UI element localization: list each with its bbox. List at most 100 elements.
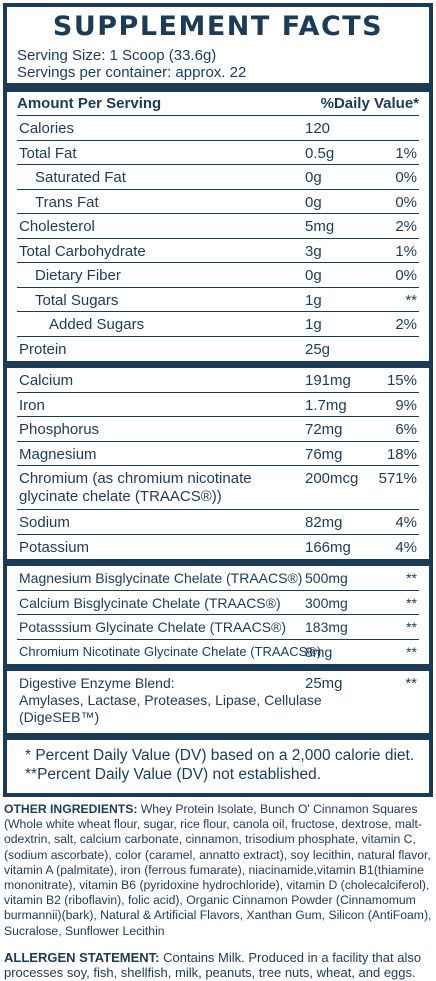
table-row: Added Sugars 1g 2%: [17, 312, 419, 337]
table-row: Potassium 166mg 4%: [17, 535, 419, 560]
mineral-amount: 200mcg: [305, 470, 359, 487]
nutrient-dv: 2%: [395, 316, 417, 333]
allergen-label: ALLERGEN STATEMENT:: [4, 950, 160, 965]
enzyme-blend-dv: **: [405, 675, 417, 692]
footnotes: * Percent Daily Value (DV) based on a 2,…: [17, 740, 419, 784]
mineral-dv: 9%: [395, 396, 417, 414]
nutrient-amount: 5mg: [305, 218, 335, 235]
nutrient-name: Saturated Fat: [35, 169, 126, 186]
section-divider: [7, 361, 429, 368]
table-row: Saturated Fat 0g 0%: [17, 165, 419, 190]
mineral-name: Iron: [19, 396, 45, 414]
footnote-not-established: **Percent Daily Value (DV) not establish…: [25, 766, 322, 783]
other-ingredients-label: OTHER INGREDIENTS:: [4, 802, 138, 816]
mineral-dv: 6%: [395, 421, 417, 438]
section-divider: [7, 733, 429, 740]
nutrient-dv: 1%: [395, 242, 417, 260]
nutrient-dv: 0%: [395, 169, 417, 186]
chelate-dv: **: [406, 570, 417, 586]
mineral-amount: 82mg: [305, 514, 343, 531]
chelate-name: Chromium Nicotinate Glycinate Chelate (T…: [19, 643, 322, 659]
mineral-dv: 4%: [395, 514, 417, 531]
mineral-name: Calcium: [19, 372, 74, 389]
nutrient-name: Added Sugars: [49, 316, 145, 333]
nutrient-amount: 120: [305, 120, 331, 137]
chelate-amount: 500mg: [305, 570, 348, 586]
mineral-amount: 76mg: [305, 445, 343, 463]
nutrient-amount: 0g: [305, 193, 322, 211]
mineral-name: Sodium: [19, 514, 70, 531]
table-row: Chromium (as chromium nicotinate glycinat…: [17, 466, 419, 510]
enzyme-blend-amount: 25mg: [305, 675, 343, 692]
mineral-name: Chromium (as chromium nicotinate glycinat…: [19, 470, 252, 505]
table-header: Amount Per Serving %Daily Value*: [17, 92, 419, 116]
table-row: Sodium 82mg 4%: [17, 510, 419, 535]
supplement-facts-panel: SUPPLEMENT FACTS Serving Size: 1 Scoop (…: [3, 3, 433, 797]
panel-title: SUPPLEMENT FACTS: [52, 11, 384, 42]
nutrient-amount: 1g: [305, 316, 322, 333]
chelate-name: Calcium Bisglycinate Chelate (TRAACS®): [19, 594, 281, 611]
mineral-dv: 571%: [378, 470, 417, 487]
chelate-amount: 183mg: [305, 619, 348, 635]
mineral-amount: 191mg: [305, 372, 351, 389]
mineral-name: Phosphorus: [19, 421, 100, 438]
nutrient-name: Cholesterol: [19, 218, 95, 235]
mineral-amount: 72mg: [305, 421, 343, 438]
nutrient-amount: 0g: [305, 169, 322, 186]
servings-per-container: Servings per container: approx. 22: [17, 64, 247, 81]
footnote-dv: * Percent Daily Value (DV) based on a 2,…: [25, 747, 415, 764]
mineral-amount: 166mg: [305, 538, 351, 556]
nutrient-amount: 0.5g: [305, 144, 335, 162]
nutrient-dv: 2%: [395, 218, 417, 235]
other-ingredients: OTHER INGREDIENTS: Whey Protein Isolate,…: [4, 802, 432, 939]
daily-value-header: %Daily Value*: [320, 95, 419, 112]
mineral-dv: 18%: [386, 445, 417, 463]
table-row: Protein 25g: [17, 337, 419, 362]
mineral-dv: 15%: [386, 372, 417, 389]
nutrient-dv: **: [405, 291, 417, 309]
table-row: Calories 120: [17, 116, 419, 141]
enzyme-blend-name: Digestive Enzyme Blend: Amylases, Lactase…: [19, 675, 322, 725]
amount-per-serving-header: Amount Per Serving: [17, 95, 162, 112]
other-ingredients-text: Whey Protein Isolate, Bunch O' Cinnamon …: [4, 802, 432, 938]
chelate-name: Potasssium Glycinate Chelate (TRAACS®): [19, 619, 287, 635]
section-divider: [7, 664, 429, 671]
nutrient-amount: 25g: [305, 340, 331, 358]
nutrient-name: Dietary Fiber: [35, 267, 121, 284]
table-row: Chromium Nicotinate Glycinate Chelate (T…: [17, 640, 419, 665]
allergen-statement: ALLERGEN STATEMENT: Contains Milk. Produ…: [4, 950, 432, 980]
chelate-amount: 8mg: [305, 643, 333, 660]
table-row: Magnesium Bisglycinate Chelate (TRAACS®)…: [17, 566, 419, 591]
nutrient-name: Total Carbohydrate: [19, 242, 146, 260]
nutrient-name: Total Fat: [19, 144, 77, 162]
nutrient-dv: 1%: [395, 144, 417, 162]
chelate-amount: 300mg: [305, 594, 348, 611]
nutrient-name: Total Sugars: [35, 291, 119, 309]
table-row: Iron 1.7mg 9%: [17, 393, 419, 417]
section-divider: [7, 559, 429, 566]
table-row: Magnesium 76mg 18%: [17, 442, 419, 466]
table-row: Cholesterol 5mg 2%: [17, 214, 419, 239]
mineral-amount: 1.7mg: [305, 396, 347, 414]
nutrient-amount: 3g: [305, 242, 322, 260]
serving-size: Serving Size: 1 Scoop (33.6g): [17, 47, 217, 64]
table-row: Calcium 191mg 15%: [17, 368, 419, 393]
table-row: Dietary Fiber 0g 0%: [17, 263, 419, 288]
table-row: Total Sugars 1g **: [17, 288, 419, 312]
nutrient-name: Protein: [19, 340, 67, 358]
nutrient-dv: 0%: [395, 267, 417, 284]
thick-divider: [7, 83, 429, 92]
nutrient-name: Trans Fat: [35, 193, 99, 211]
allergen-text: Contains Milk. Produced in a facility th…: [4, 950, 422, 980]
table-row: Digestive Enzyme Blend: Amylases, Lactase…: [17, 671, 419, 733]
chelate-name: Magnesium Bisglycinate Chelate (TRAACS®): [19, 570, 303, 586]
table-row: Potasssium Glycinate Chelate (TRAACS®) 18…: [17, 615, 419, 640]
table-row: Trans Fat 0g 0%: [17, 190, 419, 214]
nutrient-dv: 0%: [395, 193, 417, 211]
mineral-name: Potassium: [19, 538, 90, 556]
table-row: Phosphorus 72mg 6%: [17, 417, 419, 442]
table-row: Total Fat 0.5g 1%: [17, 141, 419, 165]
chelate-dv: **: [406, 619, 417, 635]
chelate-dv: **: [406, 594, 417, 611]
table-row: Total Carbohydrate 3g 1%: [17, 239, 419, 263]
